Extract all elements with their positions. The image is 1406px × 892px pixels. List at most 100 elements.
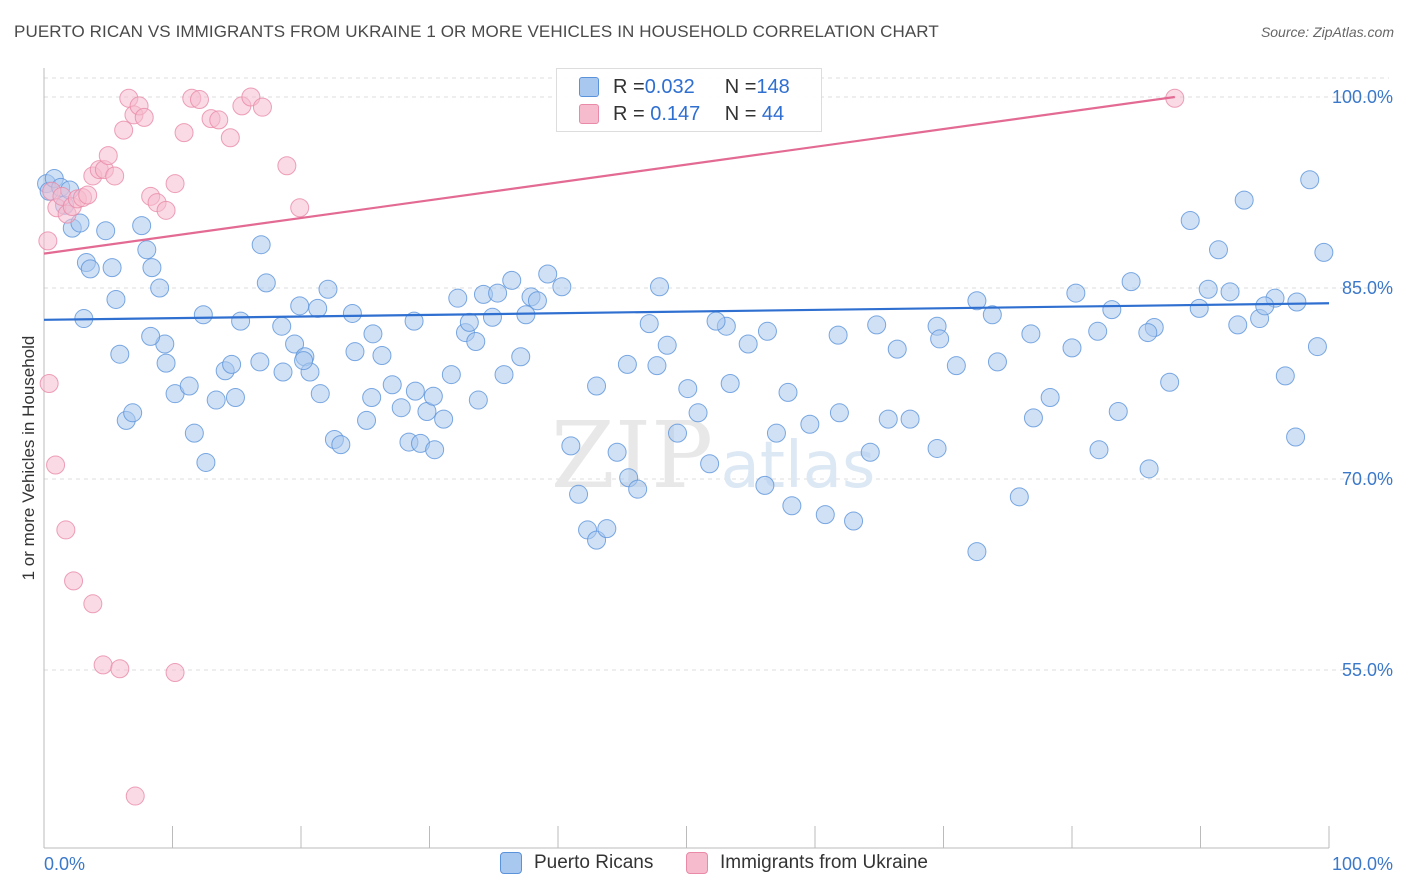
ukraine-point (174, 123, 194, 143)
puerto-rican-point (272, 316, 292, 336)
puerto-rican-point (987, 352, 1007, 372)
r-value: 0.032 (644, 75, 695, 98)
puerto-rican-point (1275, 366, 1295, 386)
puerto-rican-point (844, 511, 864, 531)
puerto-rican-point (1121, 272, 1141, 292)
puerto-rican-point (1021, 324, 1041, 344)
puerto-rican-point (331, 435, 351, 455)
puerto-rican-point (1023, 408, 1043, 428)
puerto-rican-point (1286, 427, 1306, 447)
puerto-rican-point (1108, 402, 1128, 422)
puerto-rican-point (363, 324, 383, 344)
source-credit: Source: ZipAtlas.com (1260, 24, 1394, 40)
puerto-rican-point (102, 258, 122, 278)
puerto-rican-point (927, 438, 947, 458)
y-tick-label: 70.0% (1342, 469, 1393, 489)
ukraine-point (46, 455, 66, 475)
puerto-rican-point (587, 376, 607, 396)
puerto-rican-point (982, 305, 1002, 325)
ukraine-point (165, 174, 185, 194)
puerto-rican-point (285, 334, 305, 354)
puerto-rican-point (617, 354, 637, 374)
puerto-rican-point (1062, 338, 1082, 358)
r-value: 0.147 (644, 102, 701, 125)
puerto-rican-point (1314, 242, 1334, 262)
puerto-rican-point (1300, 170, 1320, 190)
puerto-rican-point (1208, 240, 1228, 260)
puerto-rican-point (1040, 388, 1060, 408)
puerto-rican-point (423, 386, 443, 406)
ukraine-point (93, 655, 113, 675)
puerto-rican-point (362, 388, 382, 408)
puerto-rican-point (290, 296, 310, 316)
y-tick-label: 55.0% (1342, 660, 1393, 680)
chart-title: PUERTO RICAN VS IMMIGRANTS FROM UKRAINE … (14, 22, 939, 41)
puerto-rican-point (1189, 298, 1209, 318)
y-tick-label: 100.0% (1332, 87, 1393, 107)
stats-legend-row-puerto-ricans: R = 0.032 N = 148 (579, 75, 790, 99)
puerto-rican-point (196, 452, 216, 472)
puerto-rican-point (688, 403, 708, 423)
puerto-rican-point (308, 298, 328, 318)
puerto-rican-point (538, 264, 558, 284)
puerto-rican-point (527, 291, 547, 311)
puerto-rican-point (967, 291, 987, 311)
puerto-rican-point (459, 312, 479, 332)
blue-swatch-icon (579, 77, 599, 97)
legend-item-puerto-ricans[interactable]: Puerto Ricans (500, 852, 653, 874)
puerto-rican-point (1180, 211, 1200, 231)
watermark-atlas: atlas (721, 429, 876, 503)
puerto-rican-point (137, 240, 157, 260)
puerto-rican-point (1220, 282, 1240, 302)
puerto-rican-point (391, 398, 411, 418)
puerto-rican-point (569, 484, 589, 504)
ukraine-point (83, 594, 103, 614)
puerto-rican-point (668, 423, 688, 443)
ukraine-point (290, 198, 310, 218)
legend-label: Immigrants from Ukraine (720, 852, 928, 873)
puerto-rican-point (1089, 440, 1109, 460)
puerto-rican-point (345, 342, 365, 362)
legend-label: Puerto Ricans (534, 852, 654, 873)
puerto-rican-point (1102, 300, 1122, 320)
puerto-rican-point (318, 279, 338, 299)
puerto-rican-point (607, 442, 627, 462)
puerto-rican-point (946, 356, 966, 376)
puerto-rican-point (552, 277, 572, 297)
puerto-rican-point (639, 314, 659, 334)
puerto-rican-point (829, 403, 849, 423)
puerto-rican-point (256, 273, 276, 293)
puerto-rican-point (815, 505, 835, 525)
puerto-rican-point (206, 390, 226, 410)
ukraine-point (78, 185, 98, 205)
puerto-rican-point (310, 384, 330, 404)
puerto-rican-point (628, 479, 648, 499)
ukraine-point (189, 90, 209, 110)
ukraine-point (125, 786, 145, 806)
puerto-rican-point (273, 362, 293, 382)
y-tick-label: 85.0% (1342, 278, 1393, 298)
puerto-rican-point (720, 374, 740, 393)
stats-legend: R = 0.032 N = 148 R = 0.147 N = 44 (556, 68, 822, 132)
puerto-rican-point (766, 423, 786, 443)
pink-swatch-icon (579, 104, 599, 124)
puerto-rican-point (561, 436, 581, 456)
stats-legend-row-ukraine: R = 0.147 N = 44 (579, 102, 784, 126)
puerto-rican-point (900, 409, 920, 429)
puerto-rican-point (502, 270, 522, 290)
puerto-rican-point (405, 381, 425, 401)
puerto-rican-point (1255, 296, 1275, 316)
puerto-rican-point (1088, 321, 1108, 341)
puerto-rican-point (700, 454, 720, 474)
puerto-rican-point (860, 442, 880, 462)
puerto-rican-point (887, 339, 907, 359)
puerto-rican-trend-line (43, 302, 1330, 321)
puerto-rican-point (657, 335, 677, 355)
puerto-rican-point (250, 352, 270, 372)
legend-item-ukraine[interactable]: Immigrants from Ukraine (686, 852, 928, 874)
puerto-rican-point (706, 311, 726, 331)
puerto-rican-point (778, 382, 798, 402)
puerto-rican-point (511, 347, 531, 367)
puerto-rican-point (110, 344, 130, 364)
